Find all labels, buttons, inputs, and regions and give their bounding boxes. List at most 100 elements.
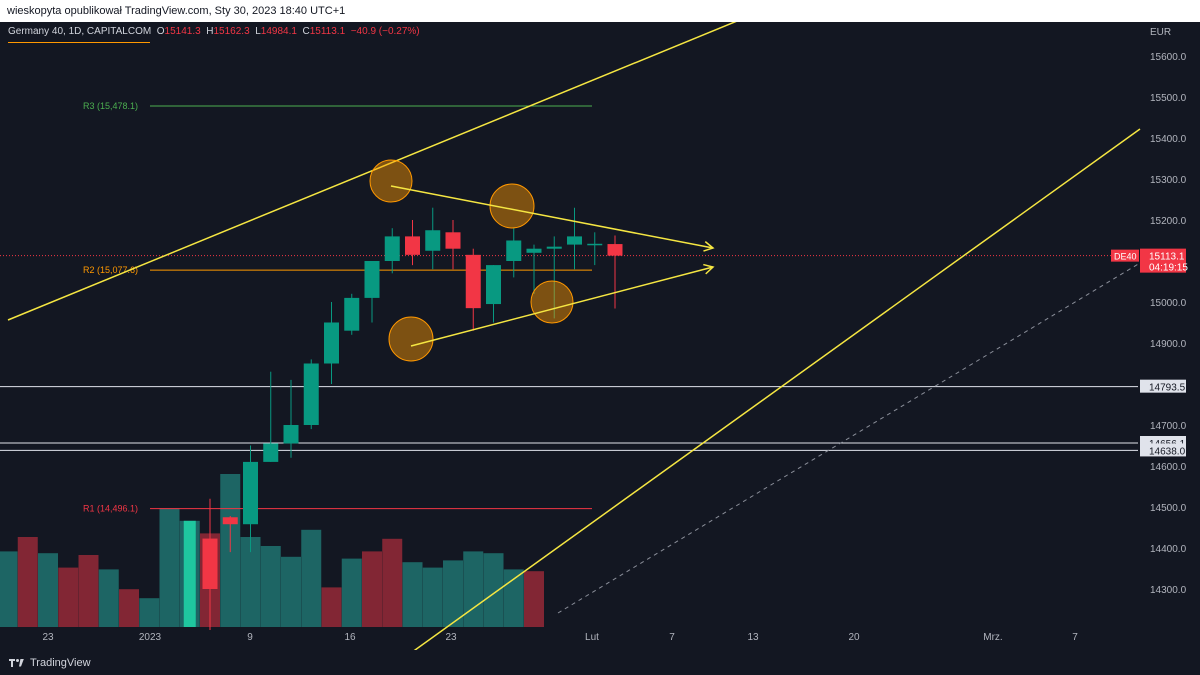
volume-bar xyxy=(341,558,362,627)
candle-body xyxy=(587,243,603,246)
candle-body xyxy=(243,461,258,525)
y-tick-label: 14700.0 xyxy=(1150,421,1187,432)
volume-bar xyxy=(382,538,403,627)
volume-bar xyxy=(17,537,38,627)
candle-body xyxy=(283,425,299,444)
candle-body xyxy=(546,246,562,249)
price-chart[interactable]: R3 (15,478.1) R2 (15,077.6) R1 (14,496.1) E… xyxy=(0,22,1200,650)
candle-body xyxy=(222,517,238,525)
symbol-legend[interactable]: Germany 40, 1D, CAPITALCOM O15141.3 H151… xyxy=(8,26,420,37)
countdown-label: 04:19:15 xyxy=(1149,263,1188,274)
candle-body xyxy=(303,363,319,425)
candle-body xyxy=(324,322,339,364)
y-tick-label: 15300.0 xyxy=(1150,175,1187,186)
candle-body xyxy=(567,236,582,245)
ticker-tag xyxy=(1111,249,1139,262)
y-tick-label: 15400.0 xyxy=(1150,134,1187,145)
highlight-circle xyxy=(489,183,535,229)
x-tick-label: 7 xyxy=(669,632,675,643)
candle-body xyxy=(506,240,522,261)
publisher-text: wieskopyta opublikował TradingView.com, … xyxy=(7,5,346,17)
volume-bar xyxy=(483,553,504,627)
volume-bar xyxy=(443,560,463,627)
level-tag xyxy=(1140,379,1186,393)
level-tag-label: 14638.0 xyxy=(1149,446,1186,457)
volume-bar xyxy=(159,508,180,627)
x-tick-label: 23 xyxy=(445,632,457,643)
lower-channel-line xyxy=(413,128,1141,650)
highlight-circle xyxy=(388,316,434,362)
last-price-tag xyxy=(1140,248,1186,273)
volume-bar xyxy=(362,551,382,627)
volume-bar xyxy=(524,571,544,627)
last-price-label: 15113.1 xyxy=(1149,252,1185,263)
symbol-name: Germany 40, 1D, CAPITALCOM xyxy=(8,26,152,37)
y-tick-label: 15000.0 xyxy=(1150,298,1187,309)
volume-bar xyxy=(281,556,301,627)
low-label: L xyxy=(255,26,261,37)
volume-bar xyxy=(58,567,79,627)
close-value: 15113.1 xyxy=(309,26,346,37)
volume-bar xyxy=(260,546,281,627)
currency-label: EUR xyxy=(1150,27,1171,38)
ticker-tag-label: DE40 xyxy=(1114,252,1137,262)
candle-body xyxy=(364,261,380,298)
x-tick-label: 20 xyxy=(848,632,860,643)
publisher-bar: wieskopyta opublikował TradingView.com, … xyxy=(0,0,1200,22)
volume-bar xyxy=(78,555,99,627)
change-value: −40.9 (−0.27%) xyxy=(350,26,420,37)
candle-body xyxy=(445,232,461,249)
tradingview-logo-icon xyxy=(9,658,25,668)
level-tag-label: 14793.5 xyxy=(1149,383,1186,394)
x-tick-label: 16 xyxy=(344,632,356,643)
volume-bar-highlight xyxy=(183,520,196,627)
high-label: H xyxy=(206,26,214,37)
y-tick-label: 14600.0 xyxy=(1150,462,1187,473)
candle-body xyxy=(202,538,218,589)
close-label: C xyxy=(302,26,310,37)
upper-arrow xyxy=(390,185,714,249)
pivot-label: R3 (15,478.1) xyxy=(83,101,138,111)
y-tick-label: 15200.0 xyxy=(1150,216,1187,227)
y-tick-label: 14300.0 xyxy=(1150,585,1187,596)
lower-arrow xyxy=(410,266,714,347)
high-value: 15162.3 xyxy=(213,26,250,37)
volume-bar xyxy=(463,551,484,627)
volume-bar xyxy=(139,598,160,627)
low-value: 14984.1 xyxy=(260,26,297,37)
y-tick-label: 14500.0 xyxy=(1150,503,1187,514)
volume-bar xyxy=(402,562,423,627)
pivot-label: R1 (14,496.1) xyxy=(83,504,138,514)
pivot-label: R2 (15,077.6) xyxy=(83,265,138,275)
x-tick-label: 9 xyxy=(247,632,253,643)
candle-body xyxy=(405,236,420,255)
candle-body xyxy=(486,265,501,305)
volume-bar xyxy=(240,537,261,627)
volume-bar xyxy=(301,529,322,627)
y-tick-label: 14400.0 xyxy=(1150,544,1187,555)
highlight-circle xyxy=(369,159,413,203)
highlight-circle xyxy=(530,280,574,324)
candle-body xyxy=(607,244,623,256)
volume-bar xyxy=(98,569,119,627)
candle-body xyxy=(344,297,360,331)
y-tick-label: 15600.0 xyxy=(1150,52,1187,63)
volume-bar xyxy=(321,587,342,627)
open-value: 15141.3 xyxy=(164,26,201,37)
volume-bar xyxy=(38,553,58,627)
candle-body xyxy=(384,236,400,261)
symbol-underline xyxy=(8,42,150,43)
x-tick-label: Lut xyxy=(585,632,599,643)
level-tag xyxy=(1140,443,1186,457)
candle-body xyxy=(465,254,481,309)
x-tick-label: 23 xyxy=(42,632,54,643)
brand-name: TradingView xyxy=(30,656,91,669)
volume-bar xyxy=(503,569,524,627)
candle-body xyxy=(526,248,542,253)
footer: TradingView xyxy=(0,650,1200,675)
upper-channel-line xyxy=(7,22,737,321)
upper-arrow-head xyxy=(703,241,715,252)
candle-body xyxy=(425,230,441,251)
lower-arrow-head xyxy=(703,263,715,275)
x-tick-label: Mrz. xyxy=(983,632,1002,643)
